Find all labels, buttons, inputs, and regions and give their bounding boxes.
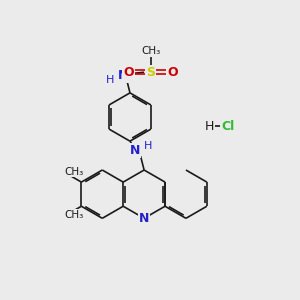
Text: O: O [123,66,134,79]
Text: O: O [167,66,178,79]
Text: N: N [139,212,149,225]
Text: S: S [146,66,155,79]
Text: Cl: Cl [221,120,235,133]
Text: H: H [205,120,214,133]
Text: H: H [144,141,153,151]
Text: CH₃: CH₃ [141,46,160,56]
Text: H: H [106,75,114,85]
Text: CH₃: CH₃ [64,210,84,220]
Text: N: N [130,144,140,158]
Text: CH₃: CH₃ [64,167,84,177]
Text: N: N [117,69,128,82]
